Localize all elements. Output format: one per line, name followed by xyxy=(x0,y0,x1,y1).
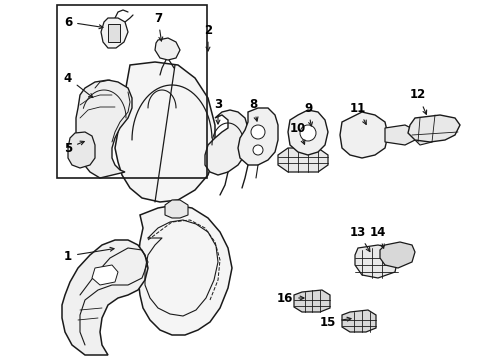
Text: 1: 1 xyxy=(64,247,114,262)
Text: 9: 9 xyxy=(304,102,313,126)
Text: 8: 8 xyxy=(249,99,258,121)
Polygon shape xyxy=(355,245,398,278)
Polygon shape xyxy=(238,108,278,165)
Polygon shape xyxy=(385,125,415,145)
Polygon shape xyxy=(380,242,415,268)
Text: 6: 6 xyxy=(64,15,103,29)
Circle shape xyxy=(253,145,263,155)
Polygon shape xyxy=(62,240,148,355)
Polygon shape xyxy=(340,112,388,158)
Text: 14: 14 xyxy=(370,225,386,248)
Polygon shape xyxy=(155,38,180,60)
Text: 15: 15 xyxy=(320,315,351,328)
Text: 12: 12 xyxy=(410,89,427,114)
Polygon shape xyxy=(288,110,328,155)
Bar xyxy=(57,5,207,178)
Polygon shape xyxy=(108,24,120,42)
Circle shape xyxy=(251,125,265,139)
Text: 16: 16 xyxy=(277,292,304,305)
Polygon shape xyxy=(342,310,376,332)
Polygon shape xyxy=(68,132,95,168)
Polygon shape xyxy=(101,18,128,48)
Text: 13: 13 xyxy=(350,225,370,252)
Text: 2: 2 xyxy=(204,23,212,51)
Text: 7: 7 xyxy=(154,12,163,41)
Polygon shape xyxy=(205,110,248,175)
Polygon shape xyxy=(294,290,330,312)
Circle shape xyxy=(300,125,316,141)
Text: 10: 10 xyxy=(290,122,306,144)
Polygon shape xyxy=(138,205,232,335)
Text: 4: 4 xyxy=(64,72,93,98)
Text: 11: 11 xyxy=(350,102,366,125)
Polygon shape xyxy=(278,148,328,172)
Text: 3: 3 xyxy=(214,99,222,124)
Text: 5: 5 xyxy=(64,141,84,154)
Polygon shape xyxy=(408,115,460,142)
Polygon shape xyxy=(76,80,132,178)
Polygon shape xyxy=(92,265,118,285)
Polygon shape xyxy=(165,200,188,218)
Polygon shape xyxy=(415,128,435,145)
Polygon shape xyxy=(115,62,215,202)
